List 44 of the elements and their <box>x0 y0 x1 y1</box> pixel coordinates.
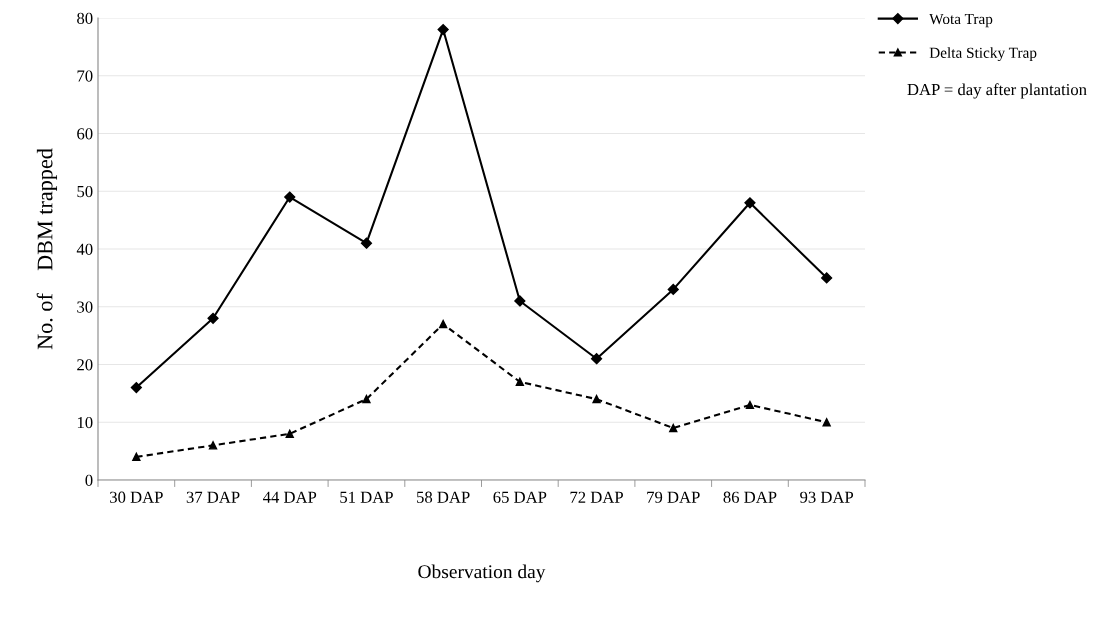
point <box>745 400 755 410</box>
y-tick-label: 10 <box>77 416 93 429</box>
y-tick-label: 0 <box>85 474 93 486</box>
point <box>822 418 831 427</box>
point <box>592 394 601 404</box>
y-tick-label: 50 <box>77 185 93 198</box>
x-tick-label: 93 DAP <box>800 491 854 503</box>
x-tick-label: 58 DAP <box>417 491 470 503</box>
x-tick-label: 37 DAP <box>186 491 240 503</box>
y-tick-label: 60 <box>77 128 93 140</box>
x-tick-label: 51 DAP <box>340 491 393 503</box>
y-tick-label: 30 <box>77 301 93 313</box>
y-tick-label: 80 <box>77 12 93 24</box>
point <box>207 312 219 324</box>
point <box>284 191 296 203</box>
text: DAP = day after plantation <box>907 83 1087 99</box>
x-tick-label: 30 DAP <box>110 491 163 503</box>
point <box>362 394 371 404</box>
point <box>208 441 218 450</box>
y-tick-label: 20 <box>77 359 93 371</box>
x-tick-label: 44 DAP <box>262 491 317 503</box>
point <box>132 452 141 462</box>
x-tick-label: 72 DAP <box>570 491 623 503</box>
point <box>285 429 294 438</box>
point <box>360 237 373 249</box>
point <box>438 319 448 329</box>
point <box>130 381 142 394</box>
point <box>667 283 679 296</box>
point <box>744 197 756 209</box>
x-tick-label: 86 DAP <box>723 491 777 503</box>
point <box>437 23 449 36</box>
y-tick-label: 40 <box>76 243 93 255</box>
y-axis-title: No. of DBM trapped <box>36 148 58 350</box>
x-tick-label: 65 DAP <box>493 491 547 503</box>
point <box>590 353 603 365</box>
x-axis-title: Observation day <box>418 564 546 583</box>
y-tick-label: 70 <box>77 70 93 82</box>
legend-label: Wota Trap <box>929 13 993 28</box>
legend-label: Delta Sticky Trap <box>929 47 1037 62</box>
x-tick-label: 79 DAP <box>647 491 700 503</box>
point <box>515 377 525 386</box>
point <box>669 423 678 433</box>
point <box>821 272 833 284</box>
point <box>514 295 526 307</box>
